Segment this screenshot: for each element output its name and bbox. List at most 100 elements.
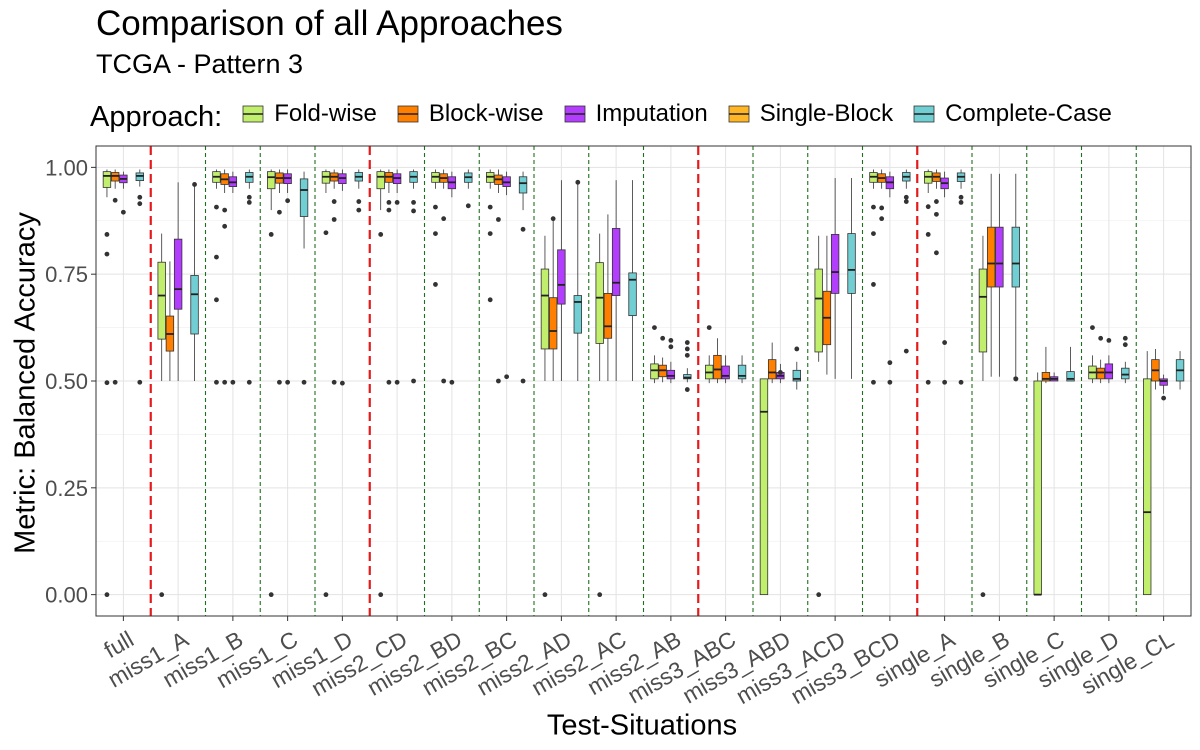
outlier-full-fold-wise bbox=[104, 380, 110, 386]
outlier-single-a-complete-case bbox=[958, 379, 964, 385]
chart-title: Comparison of all Approaches bbox=[96, 4, 563, 43]
outlier-miss2-bc-fold-wise bbox=[487, 204, 493, 210]
outlier-miss3-bcd-fold-wise bbox=[871, 231, 876, 236]
outlier-miss3-bcd-complete-case bbox=[903, 194, 909, 200]
box-miss3-acd-imputation bbox=[830, 234, 840, 294]
outlier-miss1-c-fold-wise bbox=[268, 232, 274, 237]
outlier-miss3-abc-fold-wise bbox=[706, 325, 712, 330]
box-miss2-ab-imputation bbox=[666, 369, 676, 380]
box-miss2-ad-block-wise bbox=[548, 297, 558, 350]
outlier-single-cl-imputation bbox=[1161, 395, 1167, 401]
outlier-miss3-bcd-imputation bbox=[887, 360, 893, 366]
box-single-c-complete-case bbox=[1066, 371, 1075, 382]
box-miss3-abc-imputation bbox=[721, 365, 730, 380]
outlier-miss1-a-complete-case bbox=[192, 182, 197, 187]
outlier-miss1-b-complete-case bbox=[246, 200, 252, 205]
outlier-miss2-bd-fold-wise bbox=[433, 204, 438, 210]
y-tick-label: 0.25 bbox=[45, 476, 88, 501]
outlier-full-fold-wise bbox=[104, 251, 110, 257]
box-miss2-ac-fold-wise bbox=[595, 262, 604, 344]
legend-label-block-wise: Block-wise bbox=[428, 100, 544, 127]
outlier-miss2-bc-fold-wise bbox=[487, 297, 493, 303]
outlier-miss3-bcd-fold-wise bbox=[871, 379, 876, 385]
y-tick-label: 0.75 bbox=[45, 262, 88, 287]
outlier-miss1-b-block-wise bbox=[222, 223, 228, 229]
legend-item-single-block: Single-Block bbox=[728, 100, 893, 128]
box-single-cl-imputation bbox=[1159, 378, 1168, 386]
outlier-miss2-cd-block-wise bbox=[386, 207, 392, 213]
box-miss2-ad-fold-wise bbox=[540, 268, 550, 350]
outlier-full-complete-case bbox=[137, 379, 143, 385]
outlier-miss2-bd-fold-wise bbox=[433, 282, 438, 287]
legend-item-complete-case: Complete-Case bbox=[913, 100, 1112, 128]
box-miss1-a-imputation bbox=[173, 238, 183, 310]
legend: Approach: Fold-wise Block-wise Imputatio… bbox=[90, 94, 1132, 134]
outlier-single-a-imputation bbox=[942, 340, 948, 345]
outlier-miss2-ad-block-wise bbox=[550, 216, 556, 222]
box-miss2-ab-fold-wise bbox=[650, 363, 659, 380]
box-miss2-ac-imputation bbox=[611, 228, 621, 296]
legend-item-imputation: Imputation bbox=[564, 100, 708, 128]
outlier-miss2-bc-block-wise bbox=[496, 217, 501, 222]
box-miss1-a-fold-wise bbox=[157, 261, 166, 340]
legend-label-single-block: Single-Block bbox=[759, 100, 894, 127]
box-single-b-fold-wise bbox=[978, 268, 988, 353]
outlier-miss1-d-imputation bbox=[339, 380, 345, 386]
outlier-single-a-complete-case bbox=[958, 200, 964, 205]
outlier-miss1-c-fold-wise bbox=[268, 592, 274, 598]
outlier-miss2-bd-block-wise bbox=[441, 216, 447, 222]
box-miss2-ac-block-wise bbox=[603, 293, 613, 339]
box-miss3-acd-complete-case bbox=[847, 233, 856, 294]
outlier-miss2-ab-complete-case bbox=[684, 340, 690, 345]
legend-item-block-wise: Block-wise bbox=[397, 100, 544, 128]
box-miss2-ac-complete-case bbox=[628, 272, 637, 317]
box-single-c-fold-wise bbox=[1033, 380, 1042, 596]
outlier-single-a-block-wise bbox=[934, 250, 939, 256]
box-single-b-block-wise bbox=[986, 226, 996, 288]
outlier-miss2-bc-complete-case bbox=[520, 226, 526, 232]
box-miss3-abd-fold-wise bbox=[759, 378, 769, 596]
outlier-miss1-a-fold-wise bbox=[159, 592, 165, 598]
outlier-full-complete-case bbox=[137, 201, 143, 207]
legend-key-complete-case bbox=[913, 105, 935, 123]
box-single-cl-fold-wise bbox=[1143, 378, 1152, 596]
x-axis-label: Test-Situations bbox=[546, 709, 738, 742]
legend-label-fold-wise: Fold-wise bbox=[274, 100, 377, 127]
outlier-single-a-complete-case bbox=[958, 194, 964, 200]
outlier-single-a-fold-wise bbox=[925, 379, 931, 385]
legend-label-imputation: Imputation bbox=[595, 100, 708, 127]
outlier-miss3-bcd-complete-case bbox=[903, 348, 909, 354]
outlier-single-d-fold-wise bbox=[1090, 325, 1095, 330]
outlier-miss2-ab-complete-case bbox=[684, 346, 690, 352]
box-miss3-abc-block-wise bbox=[713, 354, 722, 380]
outlier-miss1-c-imputation bbox=[285, 379, 291, 385]
outlier-full-block-wise bbox=[112, 379, 118, 385]
outlier-miss1-b-complete-case bbox=[246, 194, 252, 200]
box-miss2-bc-complete-case bbox=[518, 176, 528, 194]
outlier-single-d-complete-case bbox=[1122, 342, 1128, 348]
outlier-miss3-bcd-fold-wise bbox=[871, 204, 876, 210]
outlier-miss2-cd-block-wise bbox=[386, 379, 392, 385]
outlier-miss2-bd-complete-case bbox=[465, 203, 471, 209]
box-single-d-block-wise bbox=[1096, 367, 1105, 380]
outlier-miss1-b-block-wise bbox=[222, 379, 228, 385]
outlier-miss2-cd-fold-wise bbox=[378, 592, 384, 598]
outlier-miss2-ab-complete-case bbox=[684, 387, 690, 392]
outlier-miss2-ad-complete-case bbox=[575, 179, 581, 185]
outlier-miss2-bd-block-wise bbox=[441, 378, 447, 384]
outlier-miss3-abd-imputation bbox=[777, 370, 783, 375]
box-miss2-ad-imputation bbox=[557, 249, 566, 305]
outlier-miss2-cd-imputation bbox=[394, 379, 400, 385]
outlier-miss2-ab-imputation bbox=[668, 338, 674, 343]
outlier-miss2-bc-complete-case bbox=[520, 378, 526, 384]
box-miss3-acd-fold-wise bbox=[814, 268, 823, 353]
outlier-miss1-d-block-wise bbox=[331, 217, 337, 222]
outlier-miss1-b-block-wise bbox=[222, 207, 228, 213]
outlier-single-d-block-wise bbox=[1098, 335, 1104, 341]
box-single-d-imputation bbox=[1104, 363, 1114, 380]
box-full-fold-wise bbox=[102, 171, 112, 188]
outlier-miss3-bcd-block-wise bbox=[879, 205, 885, 211]
box-miss1-a-complete-case bbox=[190, 275, 199, 335]
legend-item-fold-wise: Fold-wise bbox=[242, 100, 377, 128]
y-tick-label: 0.50 bbox=[45, 369, 88, 394]
